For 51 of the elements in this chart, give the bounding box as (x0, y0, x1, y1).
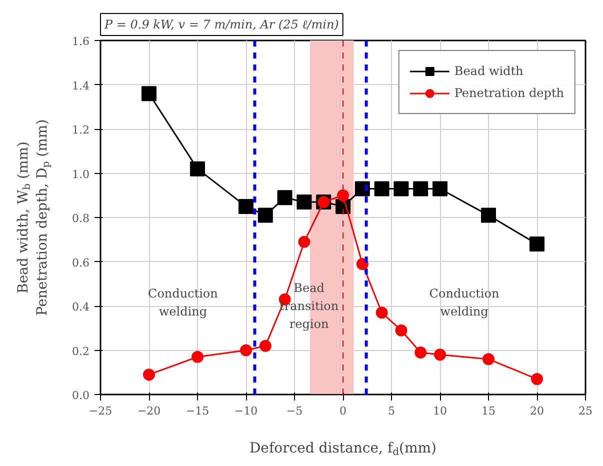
x-tick-label: 25 (578, 404, 592, 418)
y-tick-label: 0.2 (72, 344, 90, 358)
point (277, 190, 292, 206)
point (240, 344, 252, 356)
point (482, 353, 494, 366)
legend-label: Penetration depth (454, 86, 564, 100)
x-tick-label: 20 (530, 404, 544, 418)
point (531, 373, 543, 385)
y-tick-label: 0.6 (72, 256, 90, 270)
point (142, 86, 156, 102)
x-tick-label: −5 (286, 404, 303, 418)
point (259, 340, 272, 352)
point (190, 161, 205, 176)
x-tick-label: 15 (482, 404, 496, 418)
y-tick-label: 1.6 (72, 35, 90, 48)
point (354, 181, 370, 196)
point (192, 350, 204, 363)
x-tick-label: −20 (137, 404, 161, 418)
point (258, 208, 273, 223)
legend-label: Bead width (454, 64, 524, 78)
point (238, 198, 254, 214)
x-tick-label: 5 (388, 404, 395, 418)
annotation: Conduction welding (148, 286, 218, 319)
point (394, 181, 409, 196)
point (337, 189, 349, 202)
y-tick-label: 1.2 (72, 124, 90, 136)
x-tick-label: 10 (433, 404, 447, 418)
point (376, 306, 388, 319)
y-tick-label: 1.4 (72, 79, 90, 92)
point (356, 258, 368, 270)
x-tick-label: −15 (186, 404, 210, 418)
x-tick-label: 0 (340, 404, 346, 418)
point (143, 368, 155, 381)
point (374, 181, 390, 196)
y-tick-label: 1.0 (72, 168, 90, 181)
point (413, 181, 428, 196)
chart-title: P = 0.9 kW, v = 7 m/min, Ar (25 ℓ/min) (104, 18, 340, 32)
point (395, 324, 408, 336)
y-tick-label: 0.0 (72, 389, 90, 402)
annotation: Conduction welding (429, 286, 500, 319)
point (298, 236, 310, 248)
x-tick-label: −10 (234, 404, 258, 418)
y-tick-label: 0.8 (72, 212, 90, 225)
point (432, 181, 448, 196)
point (481, 208, 496, 223)
point (434, 348, 446, 361)
point (296, 194, 312, 210)
point (530, 236, 544, 252)
y-tick-label: 0.4 (72, 300, 90, 314)
point (414, 346, 427, 358)
x-tick-label: −25 (88, 404, 112, 418)
